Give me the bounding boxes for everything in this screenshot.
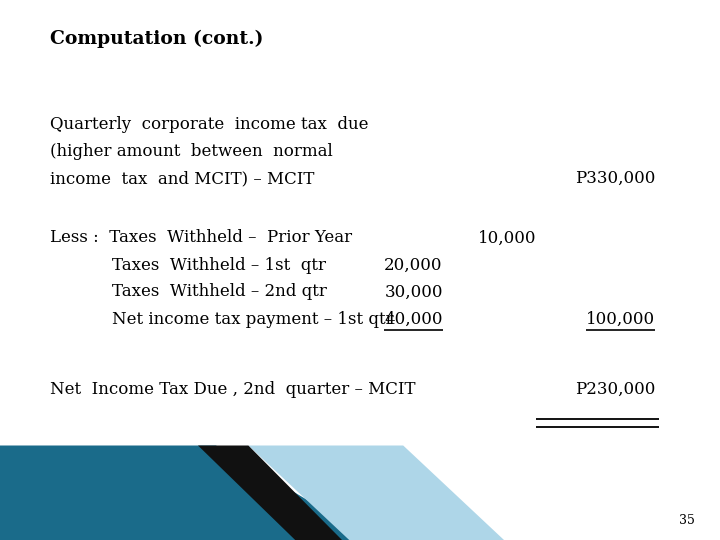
Text: 10,000: 10,000	[478, 230, 536, 246]
Polygon shape	[0, 446, 374, 540]
Text: Quarterly  corporate  income tax  due: Quarterly corporate income tax due	[50, 116, 369, 133]
Polygon shape	[248, 446, 504, 540]
Text: Less :  Taxes  Withheld –  Prior Year: Less : Taxes Withheld – Prior Year	[50, 230, 353, 246]
Text: 20,000: 20,000	[384, 256, 443, 273]
Text: P230,000: P230,000	[575, 381, 655, 397]
Text: Taxes  Withheld – 1st  qtr: Taxes Withheld – 1st qtr	[112, 256, 325, 273]
Text: (higher amount  between  normal: (higher amount between normal	[50, 143, 333, 160]
Text: income  tax  and MCIT) – MCIT: income tax and MCIT) – MCIT	[50, 170, 315, 187]
Text: 35: 35	[679, 514, 695, 526]
Text: Taxes  Withheld – 2nd qtr: Taxes Withheld – 2nd qtr	[112, 284, 326, 300]
Polygon shape	[198, 446, 342, 540]
Text: Net  Income Tax Due , 2nd  quarter – MCIT: Net Income Tax Due , 2nd quarter – MCIT	[50, 381, 416, 397]
Text: 40,000: 40,000	[384, 310, 443, 327]
Text: Computation (cont.): Computation (cont.)	[50, 30, 264, 48]
Text: P330,000: P330,000	[575, 170, 655, 187]
Text: Net income tax payment – 1st qtr: Net income tax payment – 1st qtr	[112, 310, 393, 327]
Text: 100,000: 100,000	[586, 310, 655, 327]
Text: 30,000: 30,000	[384, 284, 443, 300]
